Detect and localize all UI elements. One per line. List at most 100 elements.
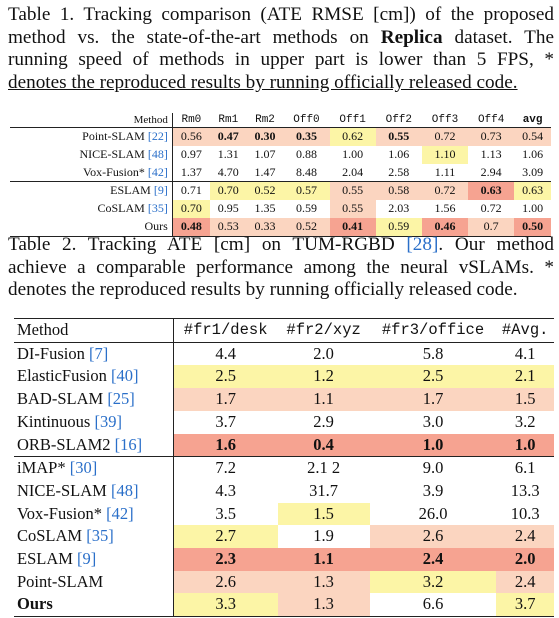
value-cell: 8.48 <box>295 164 317 179</box>
value-cell: 0.52 <box>283 217 330 237</box>
value-cell: 0.59 <box>375 217 422 237</box>
citation-link[interactable]: [40] <box>110 366 139 386</box>
citation-link[interactable]: [16] <box>114 434 143 454</box>
value-cell: 3.9 <box>422 480 444 500</box>
method-label: ORB-SLAM2 <box>17 434 115 454</box>
citation-link[interactable]: [22] <box>147 129 168 143</box>
column-header: Rm1 <box>209 113 247 128</box>
value-cell: 1.00 <box>342 146 364 161</box>
citation-link[interactable]: [48] <box>147 146 168 161</box>
value-cell: 0.56 <box>171 127 210 146</box>
method-label: BAD-SLAM <box>17 389 108 409</box>
table1-caption-line-1: Table 1. Tracking comparison (ATE RMSE [… <box>8 4 554 25</box>
value-cell: 2.58 <box>388 164 410 179</box>
value-cell: 0.63 <box>514 181 551 201</box>
table2-caption-line-1: Table 2. Tracking ATE [cm] on TUM-RGBD [… <box>8 234 554 255</box>
value-cell: 0.58 <box>375 181 422 201</box>
citation-link[interactable]: [9] <box>153 183 168 198</box>
value-cell: 0.63 <box>468 181 515 201</box>
value-cell: 4.4 <box>172 342 278 366</box>
value-cell: 1.2 <box>277 365 370 389</box>
value-cell: 0.62 <box>329 127 376 146</box>
citation-link[interactable]: [35] <box>147 201 168 216</box>
header-row: Method #fr1/desk #fr2/xyz #fr3/office #Avg. <box>14 318 554 343</box>
value-cell: 0.54 <box>514 127 551 146</box>
column-header: #Avg. <box>496 318 554 343</box>
value-cell: 10.3 <box>510 503 540 523</box>
value-cell: 1.06 <box>522 146 544 161</box>
value-cell: 0.71 <box>171 181 210 201</box>
dataset-name: Replica <box>380 26 443 48</box>
value-cell: 2.1 2 <box>277 456 370 480</box>
value-cell: 0.55 <box>329 181 376 201</box>
citation-link[interactable]: [39] <box>94 411 122 431</box>
citation-link[interactable]: [42] <box>147 164 168 179</box>
value-cell: 1.10 <box>421 145 469 164</box>
value-cell: 1.7 <box>172 388 278 411</box>
citation-link[interactable]: [48] <box>110 480 139 500</box>
value-cell: 1.07 <box>254 146 276 161</box>
value-cell: 0.35 <box>283 127 330 146</box>
citation-link[interactable]: [35] <box>86 526 114 546</box>
table1-caption-line-2: method vs. the state-of-the-art methods … <box>8 26 554 48</box>
table1-caption: Table 1. Tracking comparison (ATE RMSE [… <box>8 4 554 95</box>
method-label: DI-Fusion <box>17 343 89 363</box>
value-cell: 1.47 <box>254 164 276 179</box>
method-name: NICE-SLAM [48] <box>14 480 173 503</box>
value-cell: 3.09 <box>522 164 544 179</box>
value-cell: 1.06 <box>388 146 410 161</box>
value-cell: 0.53 <box>209 217 247 237</box>
column-header: #fr2/xyz <box>277 318 370 343</box>
value-cell: 13.3 <box>510 480 540 500</box>
value-cell: 2.5 <box>369 365 497 389</box>
method-label: ESLAM <box>17 549 78 569</box>
method-label: Point-SLAM <box>82 129 148 143</box>
value-cell: 0.52 <box>246 181 284 201</box>
value-cell: 0.59 <box>295 201 317 216</box>
value-cell: 0.47 <box>209 127 247 146</box>
table1: Method Rm0 Rm1 Rm2 Off0 Off1 Off2 Off3 Off4 avg Po… <box>10 113 551 237</box>
method-label: CoSLAM <box>97 201 148 216</box>
column-header: Off2 <box>375 113 422 128</box>
value-cell: 0.57 <box>283 181 330 201</box>
value-cell: 1.9 <box>313 526 334 546</box>
table-row: CoSLAM [35] 0.70 0.95 1.35 0.59 0.55 2.03 1.56 0… <box>10 200 551 218</box>
citation-link[interactable]: [7] <box>88 343 109 363</box>
value-cell: 1.1 <box>277 388 370 411</box>
column-header: avg <box>514 113 551 128</box>
method-name: BAD-SLAM [25] <box>14 388 173 411</box>
table-row: DI-Fusion [7] 4.4 2.0 5.8 4.1 <box>14 342 554 366</box>
table2-caption-line-2: achieve a comparable performance among t… <box>8 256 554 278</box>
value-cell: 2.4 <box>369 548 497 571</box>
value-cell: 1.37 <box>171 163 210 182</box>
value-cell: 0.7 <box>468 217 515 237</box>
value-cell: 0.48 <box>171 217 210 237</box>
table-row: BAD-SLAM [25] 1.7 1.1 1.7 1.5 <box>14 388 554 411</box>
value-cell: 6.6 <box>369 593 497 618</box>
table1-caption-line-3: running speed of methods in upper part i… <box>8 49 554 71</box>
method-label: ElasticFusion <box>17 366 111 386</box>
value-cell: 1.0 <box>496 433 554 457</box>
method-name: Vox-Fusion* [42] <box>10 164 172 182</box>
table-row: ESLAM [9] 2.3 1.1 2.4 2.0 <box>14 548 554 571</box>
value-cell: 2.3 <box>172 548 278 571</box>
citation-link[interactable]: [42] <box>106 503 134 523</box>
value-cell: 0.72 <box>421 127 469 146</box>
method-label: CoSLAM <box>17 526 87 546</box>
citation-link[interactable]: [28] <box>406 234 439 255</box>
value-cell: 0.55 <box>329 200 376 218</box>
method-label: Point-SLAM <box>17 571 104 591</box>
citation-link[interactable]: [9] <box>77 549 97 569</box>
value-cell: 1.5 <box>277 502 370 526</box>
citation-link[interactable]: [25] <box>107 389 135 409</box>
value-cell: 2.4 <box>496 570 554 594</box>
value-cell: 0.4 <box>277 433 370 457</box>
table1-caption-line-4: denotes the reproduced results by runnin… <box>8 72 518 94</box>
column-header: Off0 <box>283 113 330 128</box>
method-label: Ours <box>144 218 168 233</box>
value-cell: 3.2 <box>369 570 497 594</box>
table2: Method #fr1/desk #fr2/xyz #fr3/office #Avg. D… <box>14 318 554 618</box>
citation-link[interactable]: [30] <box>69 458 98 478</box>
value-cell: 2.03 <box>388 201 410 216</box>
method-name: NICE-SLAM [48] <box>10 146 172 164</box>
